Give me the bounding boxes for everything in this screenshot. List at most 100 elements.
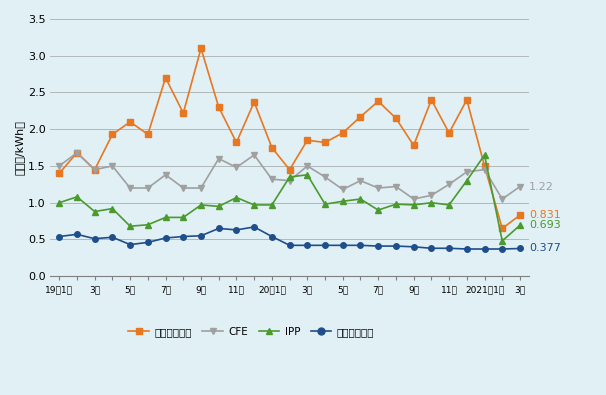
長期電力競売 <box>463 246 470 251</box>
長期電力競売 <box>108 235 116 240</box>
Line: CFE: CFE <box>56 150 523 202</box>
Line: IPP: IPP <box>56 152 523 244</box>
IPP <box>516 223 524 228</box>
電力卸売市場 <box>233 140 240 145</box>
CFE <box>392 184 399 189</box>
IPP <box>127 224 134 229</box>
IPP <box>144 222 152 227</box>
電力卸売市場 <box>357 115 364 119</box>
電力卸売市場 <box>499 226 506 231</box>
長期電力競売 <box>268 234 276 239</box>
電力卸売市場 <box>215 105 222 109</box>
IPP <box>339 199 347 203</box>
IPP <box>91 209 98 214</box>
長期電力競売 <box>162 235 169 240</box>
長期電力競売 <box>516 246 524 251</box>
IPP <box>357 197 364 201</box>
電力卸売市場 <box>91 167 98 172</box>
CFE <box>73 150 81 155</box>
電力卸売市場 <box>179 111 187 115</box>
CFE <box>56 164 63 168</box>
CFE <box>198 186 205 190</box>
CFE <box>445 182 453 187</box>
電力卸売市場 <box>127 120 134 124</box>
CFE <box>410 197 418 201</box>
電力卸売市場 <box>304 138 311 143</box>
長期電力競売 <box>73 232 81 237</box>
IPP <box>108 206 116 211</box>
Line: 電力卸売市場: 電力卸売市場 <box>56 45 523 231</box>
IPP <box>56 200 63 205</box>
電力卸売市場 <box>481 164 488 168</box>
CFE <box>463 169 470 174</box>
長期電力競売 <box>499 246 506 251</box>
Text: 0.377: 0.377 <box>529 243 561 254</box>
CFE <box>481 167 488 172</box>
長期電力競売 <box>304 243 311 248</box>
CFE <box>162 172 169 177</box>
IPP <box>250 203 258 207</box>
電力卸売市場 <box>428 98 435 102</box>
長期電力競売 <box>198 233 205 238</box>
Legend: 電力卸売市場, CFE, IPP, 長期電力競売: 電力卸売市場, CFE, IPP, 長期電力競売 <box>124 323 378 341</box>
長期電力競売 <box>445 246 453 251</box>
長期電力競売 <box>233 228 240 232</box>
CFE <box>286 178 293 183</box>
IPP <box>304 172 311 177</box>
長期電力競売 <box>392 244 399 248</box>
長期電力競売 <box>339 243 347 248</box>
電力卸売市場 <box>56 171 63 176</box>
CFE <box>268 177 276 182</box>
電力卸売市場 <box>321 140 328 145</box>
長期電力競売 <box>127 242 134 247</box>
CFE <box>304 164 311 168</box>
CFE <box>91 167 98 172</box>
CFE <box>233 165 240 170</box>
Y-axis label: （ペソ/kWh）: （ペソ/kWh） <box>15 120 25 175</box>
CFE <box>375 186 382 190</box>
Text: 0.693: 0.693 <box>529 220 561 230</box>
IPP <box>463 178 470 183</box>
電力卸売市場 <box>375 99 382 103</box>
CFE <box>499 197 506 201</box>
IPP <box>73 194 81 199</box>
電力卸売市場 <box>250 100 258 104</box>
長期電力競売 <box>215 226 222 231</box>
Text: 0.831: 0.831 <box>529 210 561 220</box>
長期電力競売 <box>481 246 488 251</box>
CFE <box>108 164 116 168</box>
IPP <box>268 203 276 207</box>
IPP <box>375 208 382 213</box>
IPP <box>286 175 293 179</box>
CFE <box>516 184 524 189</box>
長期電力競売 <box>375 244 382 248</box>
IPP <box>233 195 240 200</box>
IPP <box>179 215 187 220</box>
CFE <box>144 186 152 190</box>
長期電力競売 <box>91 236 98 241</box>
IPP <box>410 203 418 207</box>
Line: 長期電力競売: 長期電力競売 <box>56 224 523 252</box>
長期電力競売 <box>321 243 328 248</box>
電力卸売市場 <box>108 132 116 137</box>
CFE <box>357 178 364 183</box>
IPP <box>321 202 328 207</box>
IPP <box>499 239 506 243</box>
CFE <box>339 187 347 192</box>
電力卸売市場 <box>162 75 169 80</box>
電力卸売市場 <box>144 132 152 137</box>
電力卸売市場 <box>286 167 293 172</box>
電力卸売市場 <box>463 98 470 102</box>
長期電力競売 <box>357 243 364 248</box>
CFE <box>127 186 134 190</box>
電力卸売市場 <box>339 130 347 135</box>
IPP <box>445 203 453 207</box>
電力卸売市場 <box>516 213 524 218</box>
電力卸売市場 <box>392 116 399 120</box>
IPP <box>162 215 169 220</box>
長期電力競売 <box>286 243 293 248</box>
IPP <box>392 202 399 207</box>
長期電力競売 <box>410 245 418 249</box>
CFE <box>321 175 328 179</box>
Text: 1.22: 1.22 <box>529 182 554 192</box>
